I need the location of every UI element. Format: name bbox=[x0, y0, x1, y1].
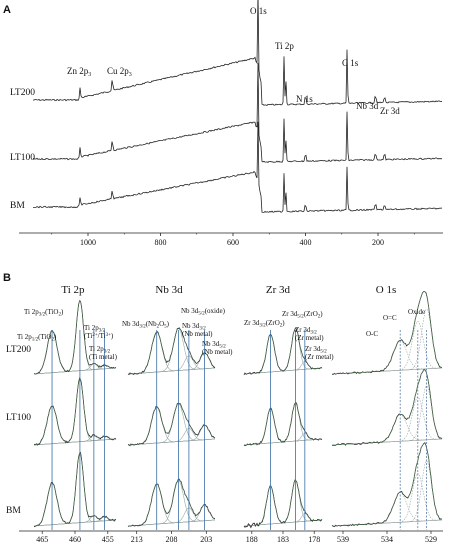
hr-envelope bbox=[127, 327, 216, 375]
hr-peak-annotation: Ti 2p3/2 bbox=[84, 324, 106, 334]
hr-spectrum-bm bbox=[127, 478, 216, 527]
survey-peak-label: N 1s bbox=[296, 94, 313, 104]
hr-peak-annotation: (Ti metal) bbox=[89, 353, 118, 361]
hr-envelope bbox=[127, 479, 216, 527]
hr-peak-annotation: (Ti2+/Ti3+) bbox=[84, 332, 114, 340]
hr-fitted-component bbox=[331, 460, 443, 527]
hr-peak-annotation: Nb 3d3/2(Nb2O5) bbox=[122, 320, 170, 330]
hr-x-tick-label: 529 bbox=[425, 535, 437, 544]
hr-envelope bbox=[33, 300, 116, 375]
hr-peak-annotation: Zr 3d3/2 bbox=[295, 326, 317, 336]
hr-peak-annotation: Nb 3d3/2 bbox=[182, 322, 206, 332]
survey-label-bm: BM bbox=[10, 201, 25, 211]
hr-x-tick-label: 465 bbox=[36, 535, 48, 544]
survey-peak-label: O 1s bbox=[250, 6, 267, 16]
hr-spectrum-lt100 bbox=[33, 377, 117, 446]
hr-row-label-bm: BM bbox=[6, 506, 21, 516]
survey-x-tick-label: 400 bbox=[300, 238, 312, 247]
survey-series-lt200 bbox=[32, 0, 443, 106]
hr-spectrum-lt100 bbox=[331, 369, 443, 446]
panel-letter-a: A bbox=[3, 4, 11, 16]
survey-spectra-panel: A LT200 LT100 BM Zn 2p3 Cu 2p3 O 1s Ti 2p C 1s N … bbox=[3, 0, 443, 247]
hr-peak-annotation: (Zr metal) bbox=[305, 353, 334, 361]
survey-x-tick-label: 1000 bbox=[80, 238, 96, 247]
high-resolution-spectra-panel: B Ti 2p 465 460 455 Nb 3d 213 208 203 Zr 3d 188 183… bbox=[3, 272, 443, 544]
hr-peak-annotation: Ti 2p3/2(TiO2) bbox=[24, 308, 64, 318]
hr-row-label-lt100: LT100 bbox=[6, 413, 31, 423]
hr-spectrum-lt200 bbox=[332, 290, 443, 375]
hr-envelope bbox=[331, 291, 443, 375]
hr-spectrum-bm bbox=[331, 442, 443, 528]
hr-x-tick-label: 455 bbox=[102, 535, 114, 544]
hr-fitted-component bbox=[127, 427, 216, 446]
hr-peak-annotation: Oxide bbox=[408, 308, 425, 316]
hr-fitted-component bbox=[331, 308, 443, 375]
hr-envelope bbox=[243, 403, 323, 446]
hr-peak-annotation: (Zr metal) bbox=[295, 334, 324, 342]
hr-peak-annotation: (Nb metal) bbox=[182, 330, 213, 338]
hr-envelope bbox=[33, 452, 116, 527]
hr-row-label-lt200: LT200 bbox=[6, 345, 31, 355]
hr-peak-annotation: (Nb metal) bbox=[202, 348, 233, 356]
hr-envelope bbox=[331, 443, 443, 527]
survey-series-lt100 bbox=[32, 63, 443, 164]
hr-x-tick-label: 534 bbox=[381, 535, 393, 544]
hr-fitted-component bbox=[33, 364, 116, 375]
survey-peak-label: Cu 2p3 bbox=[107, 66, 132, 78]
survey-peak-label: Ti 2p bbox=[275, 41, 294, 51]
hr-x-tick-label: 460 bbox=[69, 535, 81, 544]
hr-subplot-title: O 1s bbox=[376, 284, 396, 296]
hr-spectrum-bm bbox=[33, 451, 117, 528]
hr-x-tick-label: 178 bbox=[308, 535, 320, 544]
hr-x-tick-label: 203 bbox=[200, 535, 212, 544]
hr-peak-annotation: O=C bbox=[383, 314, 397, 322]
hr-peak-annotation: Ti 2p1/2(TiO2) bbox=[17, 333, 57, 343]
hr-spectrum-lt100 bbox=[243, 402, 323, 447]
hr-peak-annotation: O-C bbox=[366, 330, 378, 338]
panel-letter-b: B bbox=[3, 272, 11, 284]
hr-x-tick-label: 208 bbox=[166, 535, 178, 544]
hr-peak-annotation: Zr 3d3/2(ZrO2) bbox=[244, 319, 285, 329]
hr-peak-annotation: Nb 3d5/2 bbox=[202, 340, 226, 350]
survey-x-tick-label: 600 bbox=[227, 238, 239, 247]
survey-series-bm bbox=[33, 121, 443, 213]
hr-spectrum-lt100 bbox=[127, 402, 216, 447]
hr-fitted-component bbox=[33, 435, 116, 446]
hr-envelope bbox=[127, 402, 216, 446]
hr-peak-annotation: Ti 2p3/2 bbox=[89, 345, 111, 355]
hr-fitted-component bbox=[33, 452, 117, 527]
hr-fitted-component bbox=[127, 480, 216, 527]
hr-peak-annotation: Zr 3d5/2(ZrO2) bbox=[282, 310, 323, 320]
hr-x-tick-label: 213 bbox=[131, 535, 143, 544]
hr-fitted-component bbox=[331, 339, 443, 375]
hr-fitted-component bbox=[331, 413, 443, 446]
hr-x-tick-label: 183 bbox=[277, 535, 289, 544]
survey-peak-label: Zn 2p3 bbox=[67, 66, 91, 78]
hr-fitted-component bbox=[33, 516, 116, 527]
hr-peak-annotation: Nb 3d5/2(oxide) bbox=[181, 307, 226, 317]
hr-subplot-title: Ti 2p bbox=[61, 284, 85, 296]
survey-x-tick-label: 200 bbox=[372, 238, 384, 247]
hr-fitted-component bbox=[243, 360, 323, 375]
hr-envelope bbox=[331, 369, 443, 446]
hr-fitted-component bbox=[331, 491, 443, 527]
hr-subplot-title: Nb 3d bbox=[155, 284, 183, 296]
hr-spectrum-bm bbox=[243, 479, 323, 529]
hr-peak-annotation: Zr 3d5/2 bbox=[305, 345, 327, 355]
survey-peak-label: Zr 3d bbox=[380, 106, 400, 116]
survey-label-lt200: LT200 bbox=[10, 88, 35, 98]
hr-x-tick-label: 539 bbox=[337, 535, 349, 544]
hr-subplot-title: Zr 3d bbox=[266, 284, 291, 296]
survey-x-tick-label: 800 bbox=[155, 238, 167, 247]
survey-label-lt100: LT100 bbox=[10, 153, 35, 163]
survey-peak-label: Nb 3d bbox=[356, 101, 379, 111]
hr-x-tick-label: 188 bbox=[246, 535, 258, 544]
hr-envelope bbox=[243, 479, 323, 527]
survey-peak-label: C 1s bbox=[342, 58, 359, 68]
hr-envelope bbox=[33, 378, 116, 446]
hr-envelope bbox=[243, 327, 323, 375]
hr-fitted-component bbox=[331, 385, 443, 446]
